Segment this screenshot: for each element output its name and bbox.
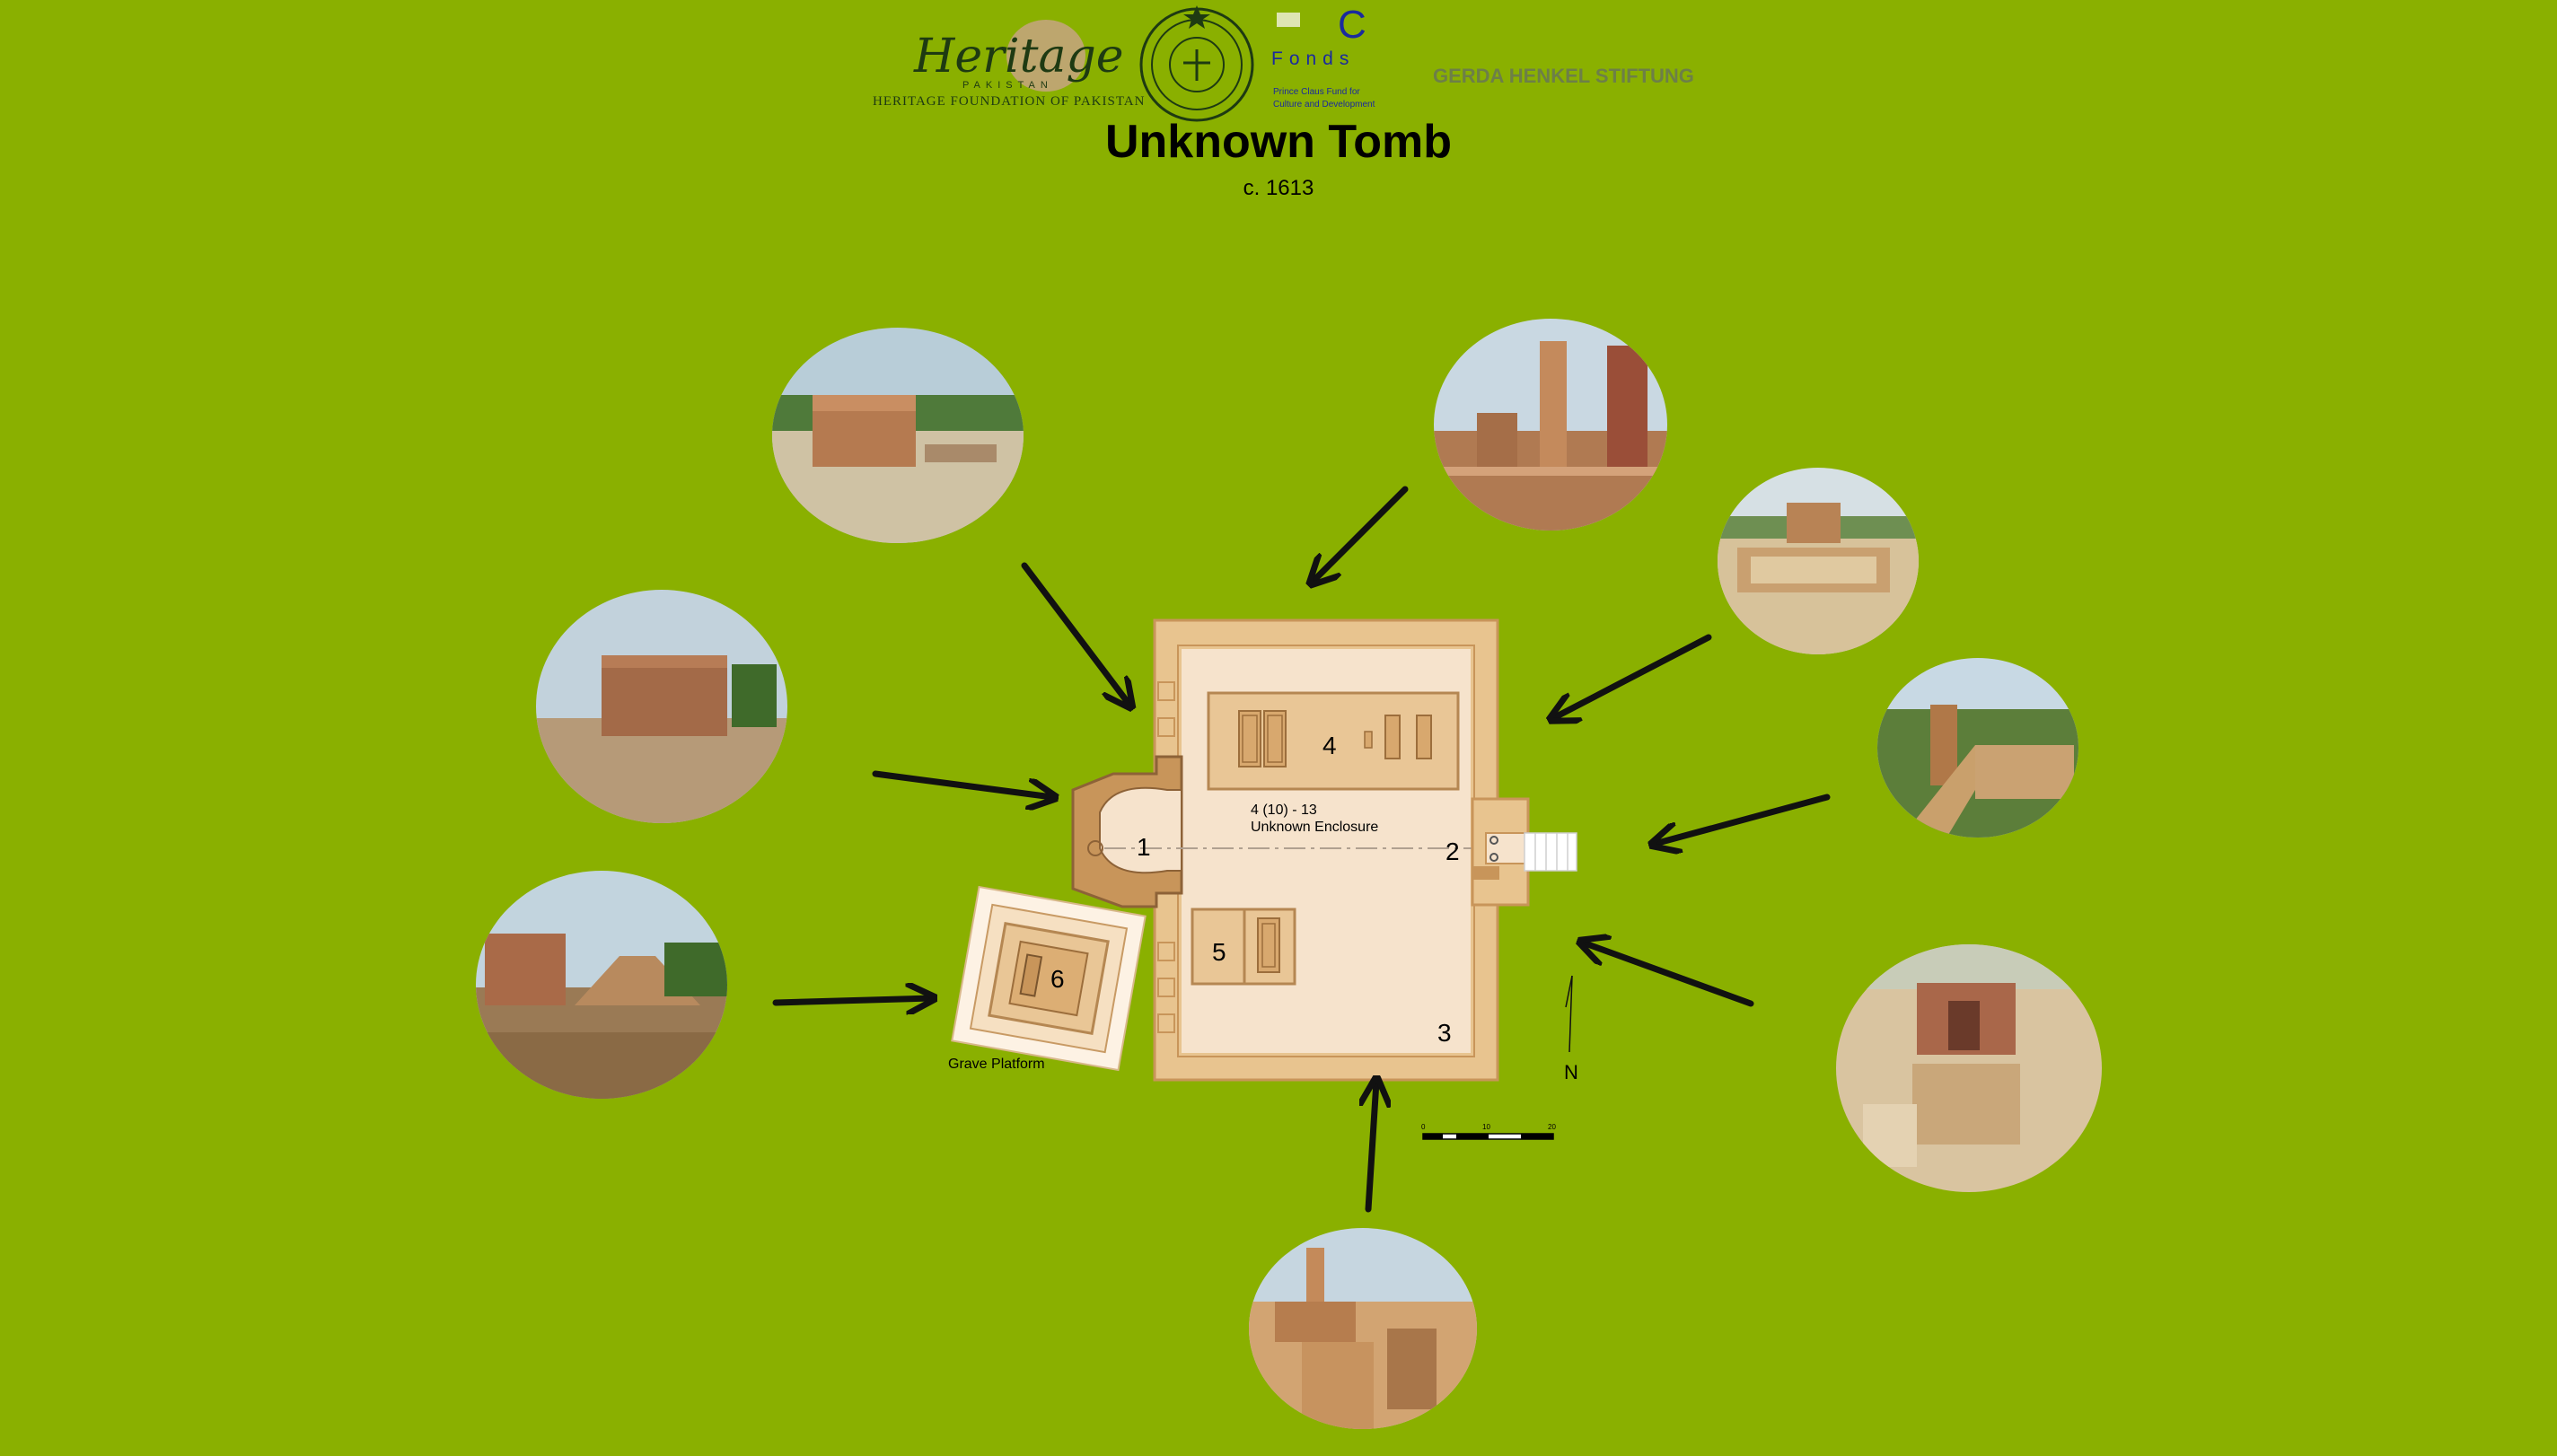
- plan-label-6: 6: [1050, 965, 1065, 993]
- arrow-west: [872, 770, 1052, 797]
- prince-claus-line1: Prince Claus Fund for: [1273, 87, 1360, 97]
- page-date: c. 1613: [1243, 176, 1314, 200]
- arrow-southeast: [1583, 943, 1754, 1007]
- heritage-logo-org: HERITAGE FOUNDATION OF PAKISTAN: [873, 94, 1145, 109]
- grave-platform-label: Grave Platform: [948, 1057, 1045, 1072]
- photo-west-tomb: [536, 590, 787, 823]
- prince-claus-c: C: [1338, 3, 1366, 47]
- arrow-northwest: [1021, 562, 1129, 705]
- tomb-floor-plan: [951, 618, 1577, 1082]
- arrow-southwest: [772, 998, 931, 1003]
- arrow-east: [1655, 794, 1831, 844]
- prince-claus-fonds: Fonds: [1271, 48, 1355, 69]
- north-arrow-icon: [1565, 975, 1573, 1053]
- heritage-logo-title: Heritage: [913, 30, 1124, 83]
- plan-label-5: 5: [1212, 938, 1226, 966]
- plan-label-3: 3: [1437, 1019, 1452, 1047]
- government-emblem-logo: [1139, 5, 1254, 122]
- arrow-north: [1313, 486, 1409, 582]
- photo-northeast-enclosure: [1718, 468, 1919, 654]
- star-icon: [1183, 5, 1210, 29]
- heritage-logo-country: PAKISTAN: [962, 80, 1053, 91]
- scale-tick-20: 20: [1548, 1123, 1556, 1131]
- enclosure-id-label: 4 (10) - 13: [1251, 803, 1317, 818]
- scale-tick-10: 10: [1482, 1123, 1490, 1131]
- prince-claus-fund-logo: C Fonds Prince Claus Fund for Culture an…: [1271, 3, 1375, 110]
- photo-north-pillars: [1434, 319, 1667, 531]
- enclosure-name-label: Unknown Enclosure: [1251, 820, 1378, 835]
- plan-label-2: 2: [1445, 838, 1460, 865]
- photo-southeast-mihrab: [1836, 944, 2102, 1192]
- north-label: N: [1564, 1061, 1578, 1083]
- plan-label-1: 1: [1137, 833, 1151, 861]
- arrow-northeast: [1553, 634, 1712, 718]
- page-title: Unknown Tomb: [1104, 116, 1453, 168]
- photo-south-pillar: [1249, 1228, 1477, 1429]
- photo-southwest-platform: [476, 871, 727, 1099]
- prince-claus-line2: Culture and Development: [1273, 100, 1375, 110]
- plan-label-4: 4: [1322, 732, 1337, 759]
- gerda-henkel-logo: GERDA HENKEL STIFTUNG: [1433, 65, 1694, 87]
- heritage-foundation-logo: Heritage PAKISTAN HERITAGE FOUNDATION OF…: [873, 20, 1145, 109]
- photo-east-stairs: [1877, 658, 2078, 838]
- east-steps: [1524, 832, 1577, 872]
- scale-tick-0: 0: [1421, 1123, 1426, 1131]
- scale-bar: [1422, 1133, 1554, 1140]
- photo-northwest-ruin: [772, 328, 1024, 543]
- arrow-south: [1368, 1082, 1376, 1213]
